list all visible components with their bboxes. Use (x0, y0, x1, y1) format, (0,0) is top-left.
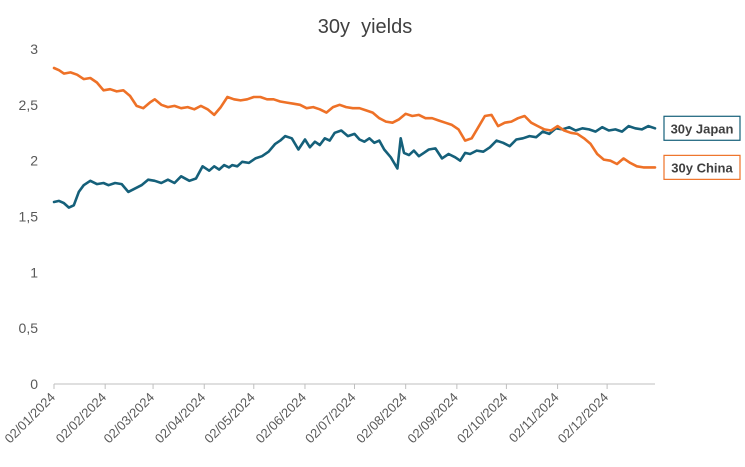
series-line (52, 66, 657, 169)
x-tick-label: 02/06/2024 (252, 390, 309, 447)
x-tick-label: 02/03/2024 (101, 390, 158, 447)
x-tick-label: 02/02/2024 (53, 390, 110, 447)
x-tick-label: 02/09/2024 (404, 390, 461, 447)
x-tick-label: 02/05/2024 (201, 390, 258, 447)
series-label-box (663, 154, 741, 180)
x-tick-label: 02/12/2024 (555, 390, 612, 447)
x-tick-label: 02/01/2024 (1, 390, 58, 447)
series-line (52, 124, 657, 209)
x-tick-label: 02/04/2024 (152, 390, 209, 447)
series-layer (52, 66, 657, 209)
series-label: 30y Japan (671, 121, 734, 136)
series-label: 30y China (671, 160, 733, 175)
x-tick-label: 02/11/2024 (506, 390, 562, 446)
y-tick-label: 1 (30, 264, 38, 280)
y-axis: 0 0,5 1 1,5 2 2,5 3 (19, 41, 39, 392)
series-label-box (663, 115, 741, 141)
legend: 30y Japan 30y China (663, 115, 741, 180)
chart-title: 30y yields (318, 16, 413, 38)
x-axis: 02/01/202402/02/202402/03/202402/04/2024… (1, 383, 655, 447)
y-tick-label: 2,5 (19, 97, 39, 113)
x-tick-label: 02/10/2024 (454, 390, 511, 447)
x-tick-label: 02/08/2024 (353, 390, 410, 447)
y-tick-label: 1,5 (19, 209, 39, 225)
y-tick-label: 2 (30, 153, 38, 169)
y-tick-label: 0 (30, 376, 38, 392)
y-tick-label: 0,5 (19, 320, 39, 336)
x-tick-label: 02/07/2024 (302, 390, 359, 447)
y-tick-label: 3 (30, 41, 38, 57)
